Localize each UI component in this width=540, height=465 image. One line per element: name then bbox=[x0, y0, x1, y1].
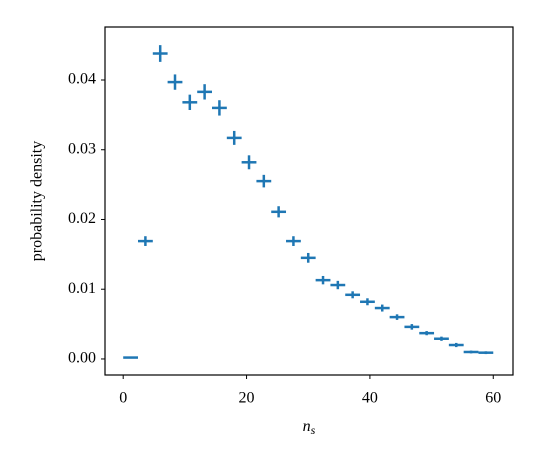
y-tick-label: 0.03 bbox=[68, 140, 96, 157]
x-tick-label: 20 bbox=[239, 390, 255, 407]
x-tick-label: 0 bbox=[119, 390, 127, 407]
x-axis-label: ns bbox=[303, 418, 316, 437]
plot-frame bbox=[104, 26, 514, 376]
y-axis-label: probability density bbox=[29, 141, 46, 261]
x-axis-label-sub: s bbox=[311, 423, 316, 437]
y-tick-label: 0.02 bbox=[68, 210, 96, 227]
x-tick-label: 40 bbox=[362, 390, 378, 407]
y-tick-label: 0.01 bbox=[68, 280, 96, 297]
y-tick-label: 0.04 bbox=[68, 71, 96, 88]
x-tick-label: 60 bbox=[485, 390, 501, 407]
x-axis-label-main: n bbox=[303, 418, 311, 435]
y-tick-label: 0.00 bbox=[68, 350, 96, 367]
